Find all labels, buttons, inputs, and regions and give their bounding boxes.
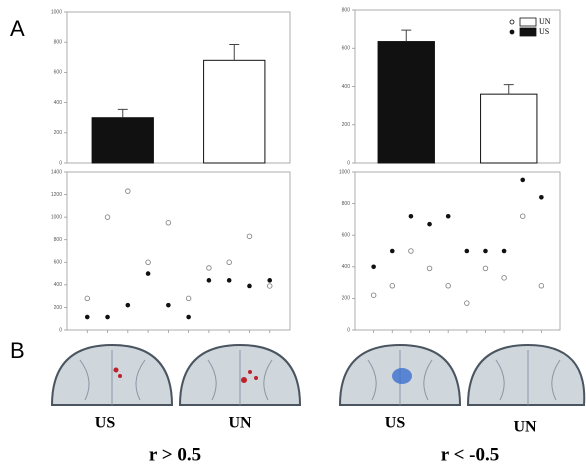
- legend-marker: [510, 20, 514, 24]
- point: [146, 271, 151, 276]
- point: [409, 214, 414, 219]
- point: [539, 283, 544, 288]
- point: [446, 214, 451, 219]
- point: [85, 296, 90, 301]
- y-tick-label: 800: [54, 40, 63, 46]
- y-tick-label: 600: [342, 233, 351, 239]
- activation: [254, 376, 258, 380]
- activation: [114, 368, 119, 373]
- point: [105, 315, 110, 320]
- point: [227, 260, 232, 265]
- y-tick-label: 400: [54, 100, 63, 106]
- activation: [241, 377, 247, 383]
- point: [371, 293, 376, 298]
- y-tick-label: 1000: [51, 9, 62, 15]
- point: [502, 249, 507, 254]
- plot-frame: [355, 172, 560, 330]
- y-tick-label: 0: [59, 160, 62, 166]
- panel-label: A: [10, 16, 25, 41]
- y-tick-label: 200: [342, 122, 351, 128]
- y-tick-label: 400: [342, 84, 351, 90]
- legend-marker: [510, 30, 514, 34]
- y-tick-label: 600: [54, 260, 63, 266]
- point: [105, 215, 110, 220]
- point: [247, 234, 252, 239]
- point: [267, 284, 272, 289]
- point: [465, 301, 470, 306]
- plot-frame: [67, 172, 290, 330]
- y-tick-label: 800: [54, 237, 63, 243]
- point: [166, 303, 171, 308]
- bar: [204, 60, 265, 163]
- activation: [118, 374, 122, 378]
- brain-label: US: [385, 415, 406, 432]
- bar: [481, 94, 537, 163]
- point: [539, 195, 544, 200]
- y-tick-label: 0: [347, 327, 350, 333]
- point: [502, 276, 507, 281]
- legend-label: UN: [539, 17, 551, 26]
- y-tick-label: 0: [59, 327, 62, 333]
- y-tick-label: 0: [347, 160, 350, 166]
- y-tick-label: 800: [342, 201, 351, 207]
- point: [483, 266, 488, 271]
- point: [85, 315, 90, 320]
- y-tick-label: 200: [54, 130, 63, 136]
- y-tick-label: 400: [342, 264, 351, 270]
- legend-swatch: [520, 18, 536, 26]
- point: [126, 189, 131, 194]
- brain-slice: [468, 345, 584, 405]
- brain-images: [52, 345, 584, 405]
- point: [409, 249, 414, 254]
- point: [390, 283, 395, 288]
- point: [427, 222, 432, 227]
- error-bar: [504, 85, 514, 95]
- legend-swatch: [520, 28, 536, 36]
- point: [186, 296, 191, 301]
- y-tick-label: 200: [342, 296, 351, 302]
- point: [371, 265, 376, 270]
- bar: [378, 42, 434, 163]
- group-label: r > 0.5: [149, 444, 201, 465]
- point: [465, 249, 470, 254]
- point: [483, 249, 488, 254]
- y-tick-label: 600: [342, 46, 351, 52]
- brain-label: US: [95, 415, 116, 432]
- point: [267, 278, 272, 283]
- point: [390, 249, 395, 254]
- y-tick-label: 800: [342, 7, 351, 13]
- legend-label: US: [539, 27, 549, 36]
- point: [207, 278, 212, 283]
- y-tick-label: 1400: [51, 169, 62, 175]
- point: [247, 284, 252, 289]
- point: [126, 303, 131, 308]
- y-tick-label: 1000: [339, 169, 350, 175]
- point: [166, 220, 171, 225]
- error-bar: [229, 44, 239, 60]
- point: [520, 178, 525, 183]
- error-bar: [401, 30, 411, 41]
- point: [207, 266, 212, 271]
- brain-label: UN: [513, 419, 537, 436]
- y-tick-label: 1200: [51, 192, 62, 198]
- brain-label: UN: [228, 415, 252, 432]
- page: {"panel_labels": ["A", "B"], "brain_labe…: [0, 0, 586, 474]
- point: [446, 283, 451, 288]
- point: [146, 260, 151, 265]
- point: [227, 278, 232, 283]
- y-tick-label: 200: [54, 305, 63, 311]
- y-tick-label: 400: [54, 282, 63, 288]
- bar: [92, 118, 153, 163]
- group-label: r < -0.5: [441, 444, 500, 465]
- point: [186, 315, 191, 320]
- error-bar: [118, 109, 128, 117]
- y-tick-label: 600: [54, 70, 63, 76]
- panel-label: B: [10, 338, 25, 363]
- activation: [392, 368, 412, 384]
- y-tick-label: 1000: [51, 214, 62, 220]
- point: [427, 266, 432, 271]
- point: [520, 214, 525, 219]
- figure: A B US UN US UN r > 0.5 r < -0.5 0 200 400…: [0, 0, 586, 469]
- activation: [248, 370, 252, 374]
